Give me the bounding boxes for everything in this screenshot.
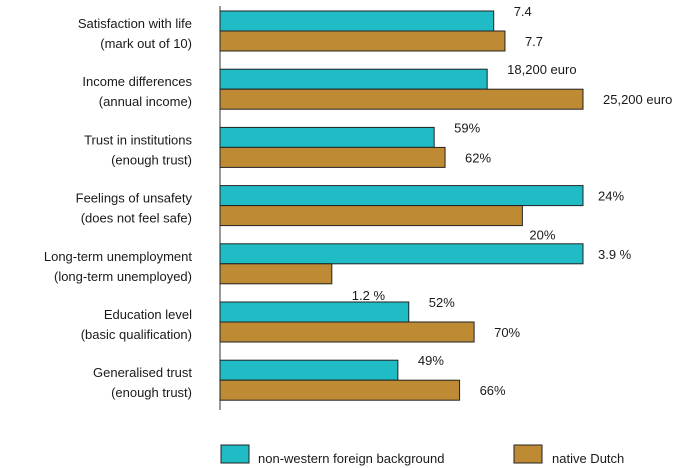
value-label-native-dutch-4: 1.2 % <box>352 288 386 303</box>
legend-label-non-western: non-western foreign background <box>258 451 444 466</box>
legend-swatch-non-western <box>220 444 250 464</box>
category-labels-group: Satisfaction with life (mark out of 10) In… <box>44 16 193 400</box>
value-label-native-dutch-6: 66% <box>480 383 506 398</box>
category-label-5: Education level <box>104 307 192 322</box>
bar-non-western-4 <box>219 243 584 265</box>
value-label-native-dutch-5: 70% <box>494 325 520 340</box>
bar-native-dutch-2 <box>219 146 446 168</box>
category-sublabel-6: (enough trust) <box>111 385 192 400</box>
category-label-1: Income differences <box>82 74 192 89</box>
bar-non-western-1 <box>219 68 488 90</box>
category-sublabel-0: (mark out of 10) <box>100 36 192 51</box>
category-sublabel-4: (long-term unemployed) <box>54 269 192 284</box>
bar-non-western-0 <box>219 10 495 32</box>
value-label-non-western-3: 24% <box>598 189 624 204</box>
legend-swatch-native-dutch <box>513 444 543 464</box>
value-label-non-western-6: 49% <box>418 353 444 368</box>
category-label-2: Trust in institutions <box>84 132 192 147</box>
category-label-3: Feelings of unsafety <box>76 191 193 206</box>
bar-native-dutch-3 <box>219 205 523 227</box>
bar-native-dutch-6 <box>219 379 461 401</box>
category-label-0: Satisfaction with life <box>78 16 192 31</box>
bar-non-western-3 <box>219 185 584 207</box>
category-sublabel-5: (basic qualification) <box>81 327 192 342</box>
value-label-non-western-5: 52% <box>429 295 455 310</box>
value-label-non-western-0: 7.4 <box>514 4 532 19</box>
category-sublabel-2: (enough trust) <box>111 152 192 167</box>
value-label-native-dutch-2: 62% <box>465 150 491 165</box>
bar-non-western-5 <box>219 301 410 323</box>
category-label-6: Generalised trust <box>93 365 192 380</box>
bar-non-western-2 <box>219 126 435 148</box>
value-label-native-dutch-0: 7.7 <box>525 34 543 49</box>
category-sublabel-3: (does not feel safe) <box>81 211 192 226</box>
value-label-non-western-4: 3.9 % <box>598 247 632 262</box>
bar-native-dutch-4 <box>219 263 333 285</box>
legend-label-native-dutch: native Dutch <box>552 451 624 466</box>
value-label-native-dutch-3: 20% <box>529 228 555 243</box>
bars-group: 7.4 7.7 18,200 euro 25,200 euro 59% 62% 24% 20%… <box>219 4 672 401</box>
category-sublabel-1: (annual income) <box>99 94 192 109</box>
bar-native-dutch-0 <box>219 30 506 52</box>
value-label-non-western-1: 18,200 euro <box>507 62 576 77</box>
legend: non-western foreign background native Dut… <box>220 444 624 466</box>
bar-native-dutch-5 <box>219 321 475 343</box>
bar-native-dutch-1 <box>219 88 584 110</box>
category-label-4: Long-term unemployment <box>44 249 193 264</box>
bar-non-western-6 <box>219 359 399 381</box>
value-label-non-western-2: 59% <box>454 120 480 135</box>
value-label-native-dutch-1: 25,200 euro <box>603 92 672 107</box>
